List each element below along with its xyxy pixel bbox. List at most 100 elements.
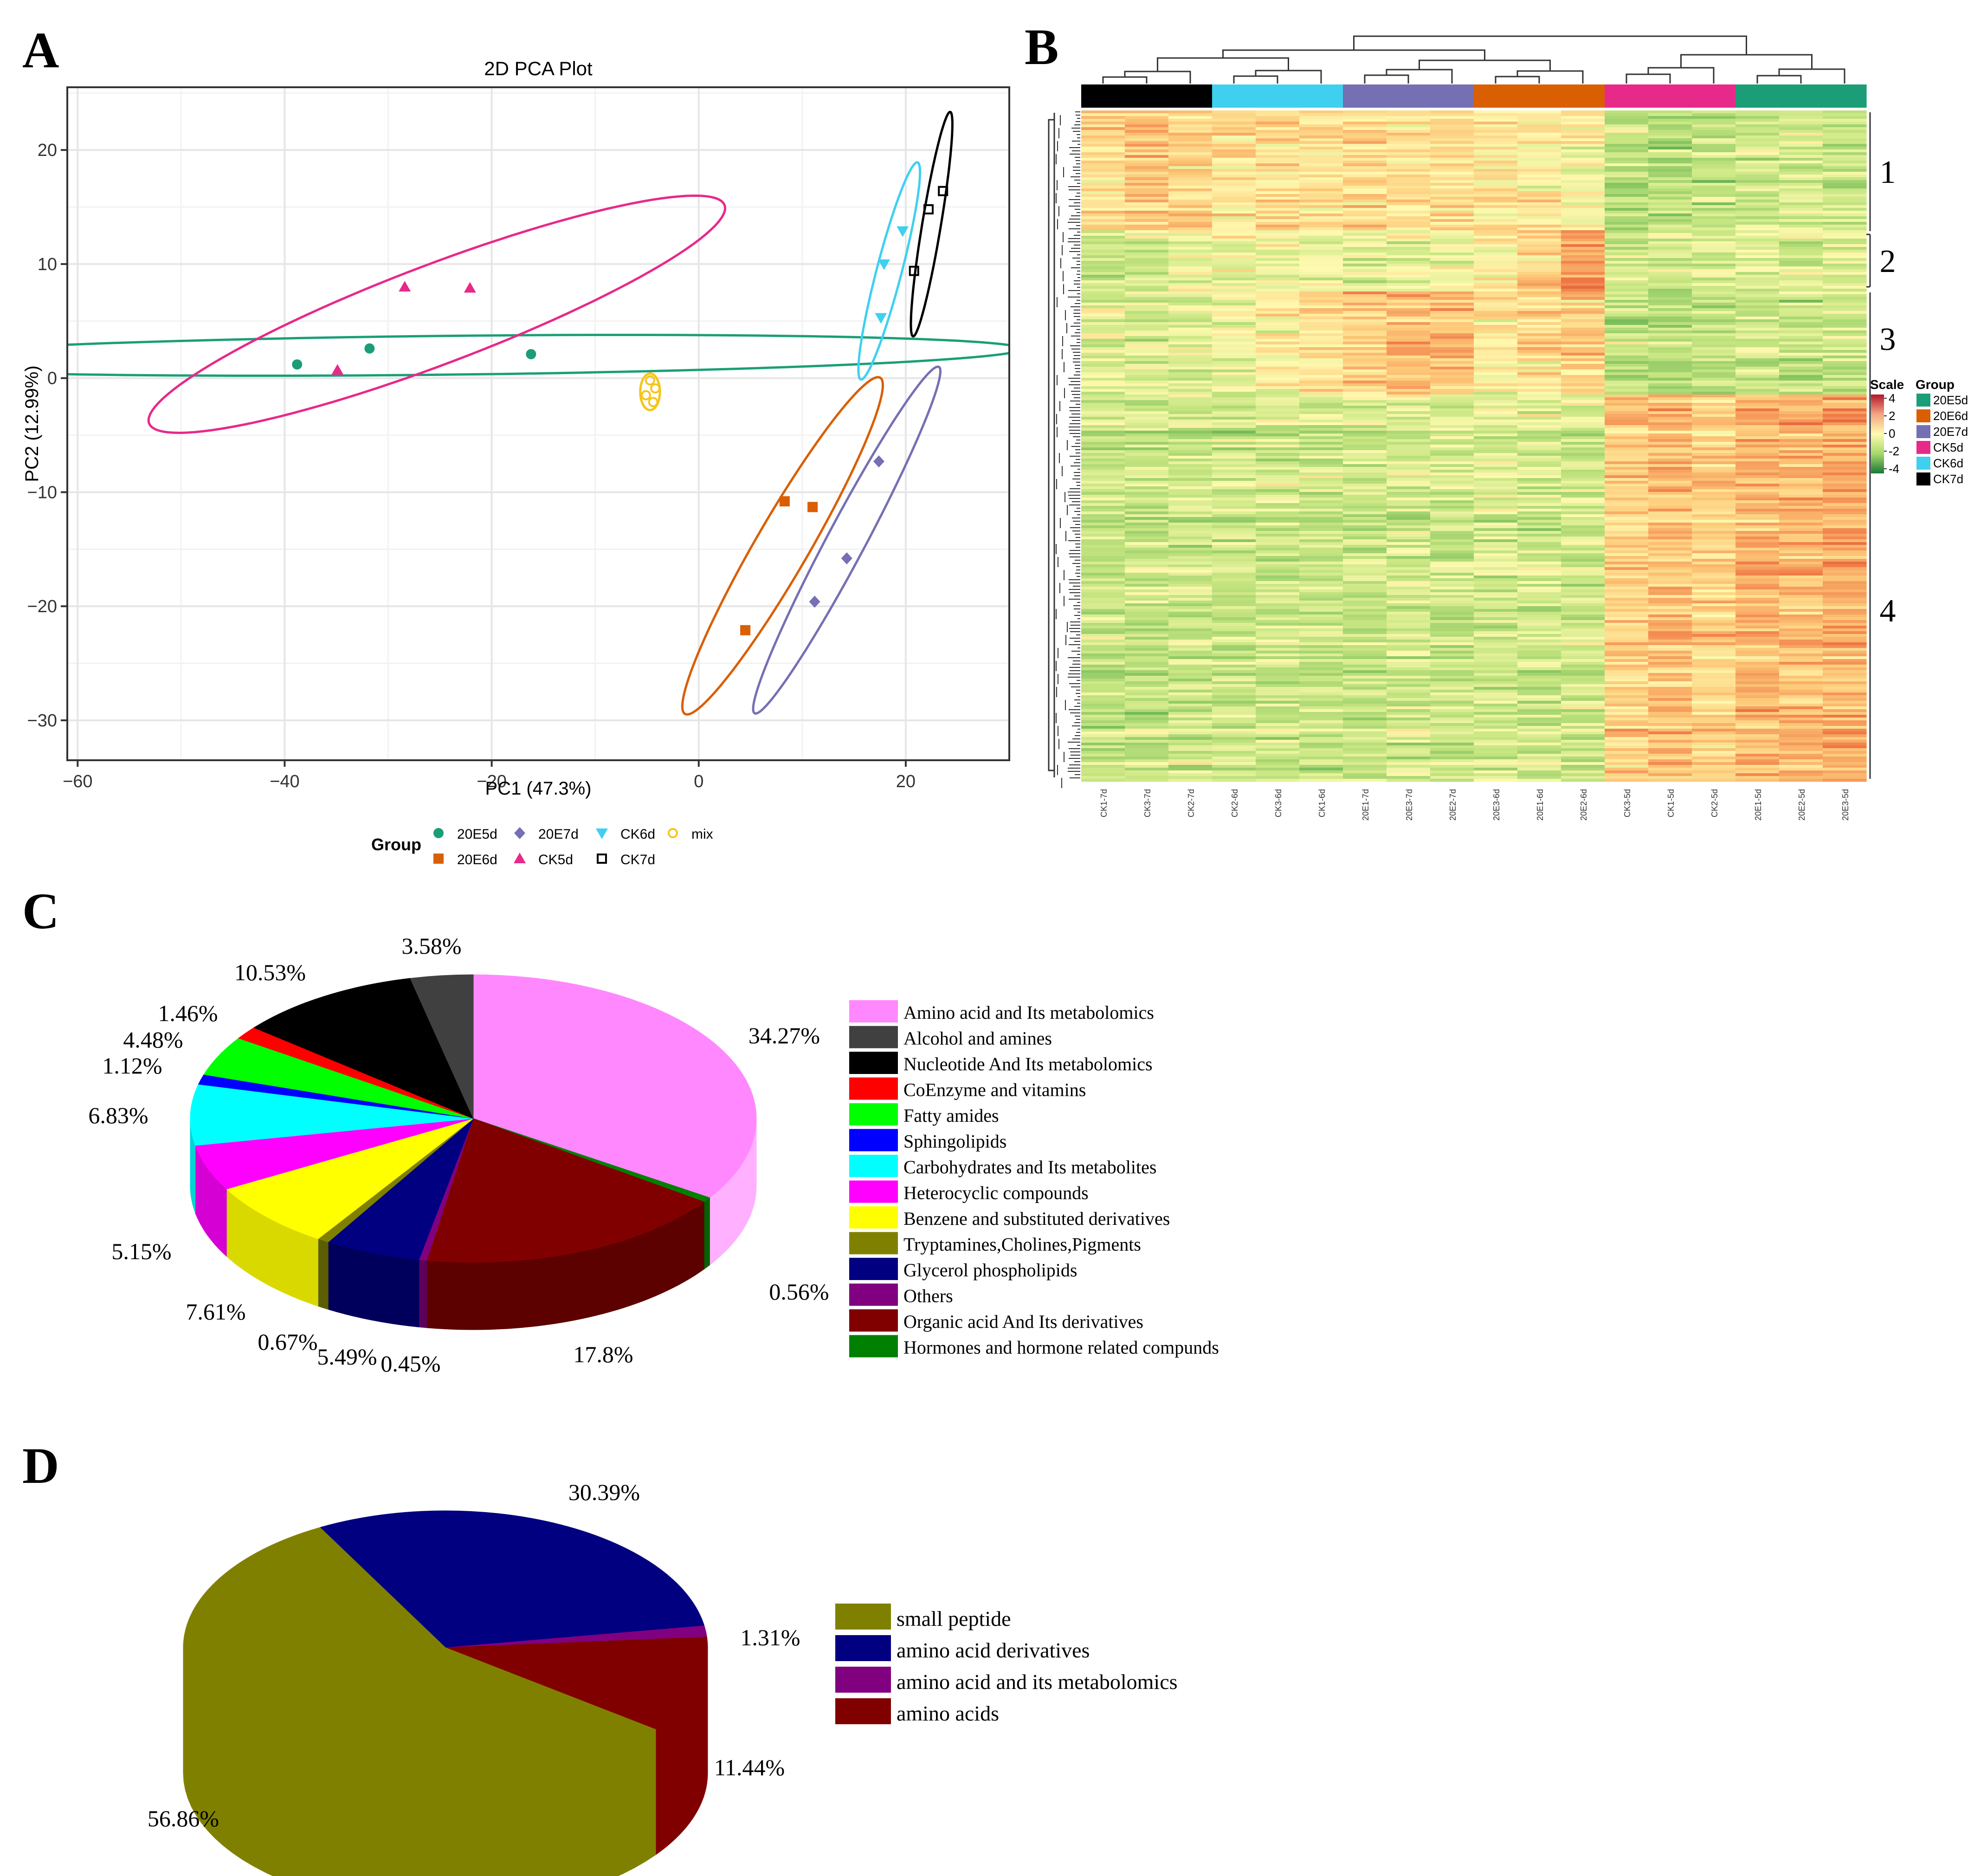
heatmap-cell (1779, 559, 1823, 562)
heatmap-cell (1474, 222, 1518, 225)
heatmap-cell (1387, 236, 1431, 239)
heatmap-cell (1168, 751, 1213, 754)
heatmap-cell (1299, 205, 1343, 208)
heatmap-cell (1605, 606, 1649, 609)
pca-point-20E6d (740, 625, 751, 635)
heatmap-cell (1387, 433, 1431, 437)
heatmap-cell (1735, 626, 1780, 629)
heatmap-cell (1779, 731, 1823, 735)
heatmap-cell (1823, 559, 1867, 562)
heatmap-cell (1081, 757, 1125, 760)
heatmap-cell (1343, 175, 1387, 178)
heatmap-cell (1387, 144, 1431, 147)
heatmap-cell (1779, 634, 1823, 637)
heatmap-cell (1692, 219, 1736, 222)
heatmap-cell (1299, 406, 1343, 409)
heatmap-cell (1387, 420, 1431, 423)
heatmap-cell (1299, 447, 1343, 451)
heatmap-cell (1692, 186, 1736, 189)
heatmap-cell (1735, 648, 1780, 651)
heatmap-cell (1299, 720, 1343, 724)
heatmap-cell (1168, 651, 1213, 654)
pie2-slice-8 (190, 1084, 474, 1146)
heatmap-cell (1474, 303, 1518, 306)
heatmap-cell (1343, 498, 1387, 501)
heatmap-cell (1125, 757, 1169, 760)
heatmap-cell (1299, 545, 1343, 548)
heatmap-cell (1168, 400, 1213, 403)
heatmap-cell (1823, 350, 1867, 353)
heatmap-cell (1125, 461, 1169, 465)
heatmap-cell (1343, 158, 1387, 161)
heatmap-cell (1256, 211, 1300, 214)
heatmap-cell (1779, 213, 1823, 217)
heatmap-cell (1168, 141, 1213, 144)
pca-point-CK5d (331, 364, 344, 375)
heatmap-cell (1474, 681, 1518, 685)
pie3-legend-swatch (835, 1604, 891, 1630)
heatmap-cell (1605, 640, 1649, 643)
heatmap-cell (1081, 528, 1125, 531)
heatmap-cell (1387, 642, 1431, 646)
heatmap-cell (1256, 759, 1300, 763)
heatmap-cell (1299, 358, 1343, 362)
heatmap-cell (1256, 500, 1300, 504)
heatmap-cell (1474, 601, 1518, 604)
heatmap-cell (1387, 776, 1431, 779)
scale-legend-tick-label: -4 (1889, 462, 1899, 476)
heatmap-cell (1256, 433, 1300, 437)
heatmap-cell (1212, 481, 1256, 484)
heatmap-cell (1212, 576, 1256, 579)
heatmap-cell (1081, 626, 1125, 629)
heatmap-cell (1168, 389, 1213, 392)
heatmap-cell (1648, 408, 1692, 412)
heatmap-cell (1430, 523, 1474, 526)
heatmap-cell (1561, 264, 1605, 267)
heatmap-cell (1168, 411, 1213, 414)
heatmap-cell (1779, 564, 1823, 568)
heatmap-cell (1474, 562, 1518, 565)
heatmap-cell (1125, 651, 1169, 654)
heatmap-cell (1387, 227, 1431, 231)
heatmap-cell (1517, 314, 1561, 317)
heatmap-cell (1517, 280, 1561, 284)
heatmap-cell (1430, 765, 1474, 768)
heatmap-cell (1561, 386, 1605, 389)
heatmap-cell (1430, 695, 1474, 699)
heatmap-cell (1430, 344, 1474, 348)
heatmap-cell (1561, 356, 1605, 359)
heatmap-cell (1735, 172, 1780, 175)
heatmap-cell (1648, 587, 1692, 590)
heatmap-cell (1256, 291, 1300, 295)
heatmap-cell (1212, 684, 1256, 687)
heatmap-cell (1735, 720, 1780, 724)
heatmap-cell (1648, 528, 1692, 531)
heatmap-cell (1605, 548, 1649, 551)
heatmap-cell (1779, 336, 1823, 339)
heatmap-cell (1648, 665, 1692, 668)
heatmap-cell (1517, 194, 1561, 197)
heatmap-cell (1125, 191, 1169, 194)
heatmap-cell (1517, 375, 1561, 378)
heatmap-cell (1605, 303, 1649, 306)
heatmap-cell (1823, 344, 1867, 348)
heatmap-cell (1081, 531, 1125, 534)
heatmap-cell (1387, 294, 1431, 298)
heatmap-cell (1081, 175, 1125, 178)
heatmap-cell (1735, 280, 1780, 284)
heatmap-cell (1125, 698, 1169, 701)
heatmap-cell (1343, 325, 1387, 328)
heatmap-cell (1256, 152, 1300, 155)
heatmap-cell (1256, 119, 1300, 122)
heatmap-cell (1125, 720, 1169, 724)
heatmap-cell (1212, 308, 1256, 311)
heatmap-cell (1561, 414, 1605, 417)
heatmap-cell (1561, 640, 1605, 643)
heatmap-cell (1168, 506, 1213, 509)
heatmap-cell (1823, 152, 1867, 155)
heatmap-cell (1168, 403, 1213, 406)
heatmap-cell (1605, 631, 1649, 634)
heatmap-cell (1605, 676, 1649, 679)
heatmap-cell (1081, 467, 1125, 470)
heatmap-cell (1299, 637, 1343, 640)
